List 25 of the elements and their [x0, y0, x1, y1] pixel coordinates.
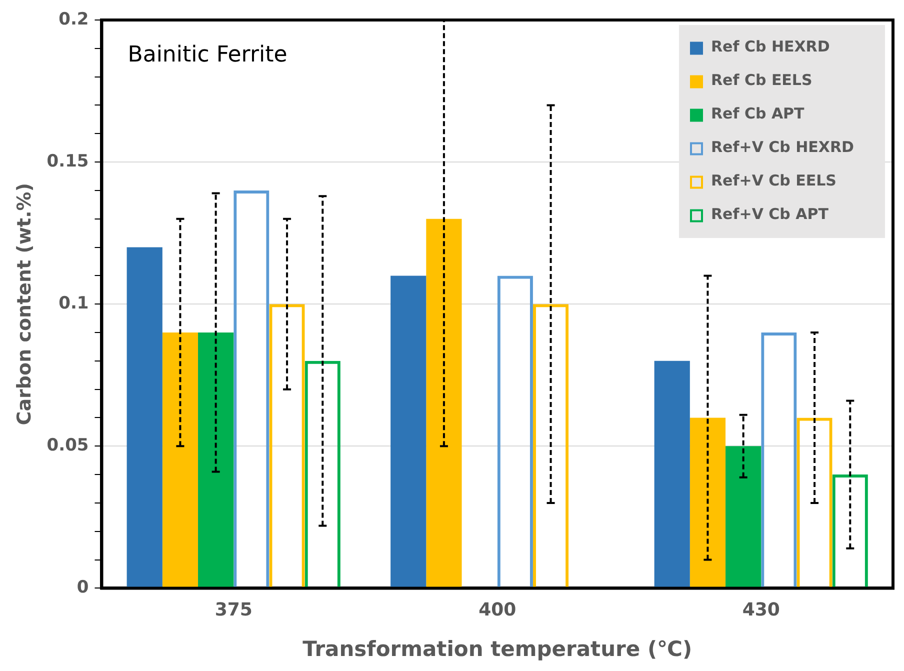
- legend-label: Ref+V Cb HEXRD: [711, 138, 854, 156]
- y-tick-label: 0: [76, 578, 89, 598]
- x-axis-title: Transformation temperature (℃): [302, 636, 692, 661]
- bar: [198, 332, 234, 588]
- y-tick-label: 0.15: [46, 151, 89, 172]
- bar: [654, 360, 690, 588]
- bar: [126, 247, 162, 588]
- bar: [162, 332, 198, 588]
- y-tick-label: 0.05: [46, 436, 89, 456]
- bar: [690, 418, 726, 588]
- y-tick-label: 0.2: [58, 9, 89, 30]
- x-tick-label: 375: [214, 600, 252, 621]
- x-tick-label: 400: [478, 600, 516, 621]
- legend-label: Ref Cb EELS: [711, 71, 812, 90]
- bar: [390, 276, 426, 588]
- y-tick-label: 0.1: [58, 294, 89, 314]
- legend-label: Ref Cb APT: [711, 104, 806, 123]
- legend-label: Ref Cb HEXRD: [711, 38, 830, 56]
- x-tick-label: 430: [742, 600, 780, 621]
- bar: [726, 446, 762, 588]
- bar: [426, 218, 462, 588]
- legend-label: Ref+V Cb APT: [711, 205, 830, 224]
- text: Bainitic Ferrite: [128, 42, 288, 68]
- y-axis-title: Carbon content (wt.%): [13, 182, 36, 426]
- legend-label: Ref+V Cb EELS: [711, 172, 836, 190]
